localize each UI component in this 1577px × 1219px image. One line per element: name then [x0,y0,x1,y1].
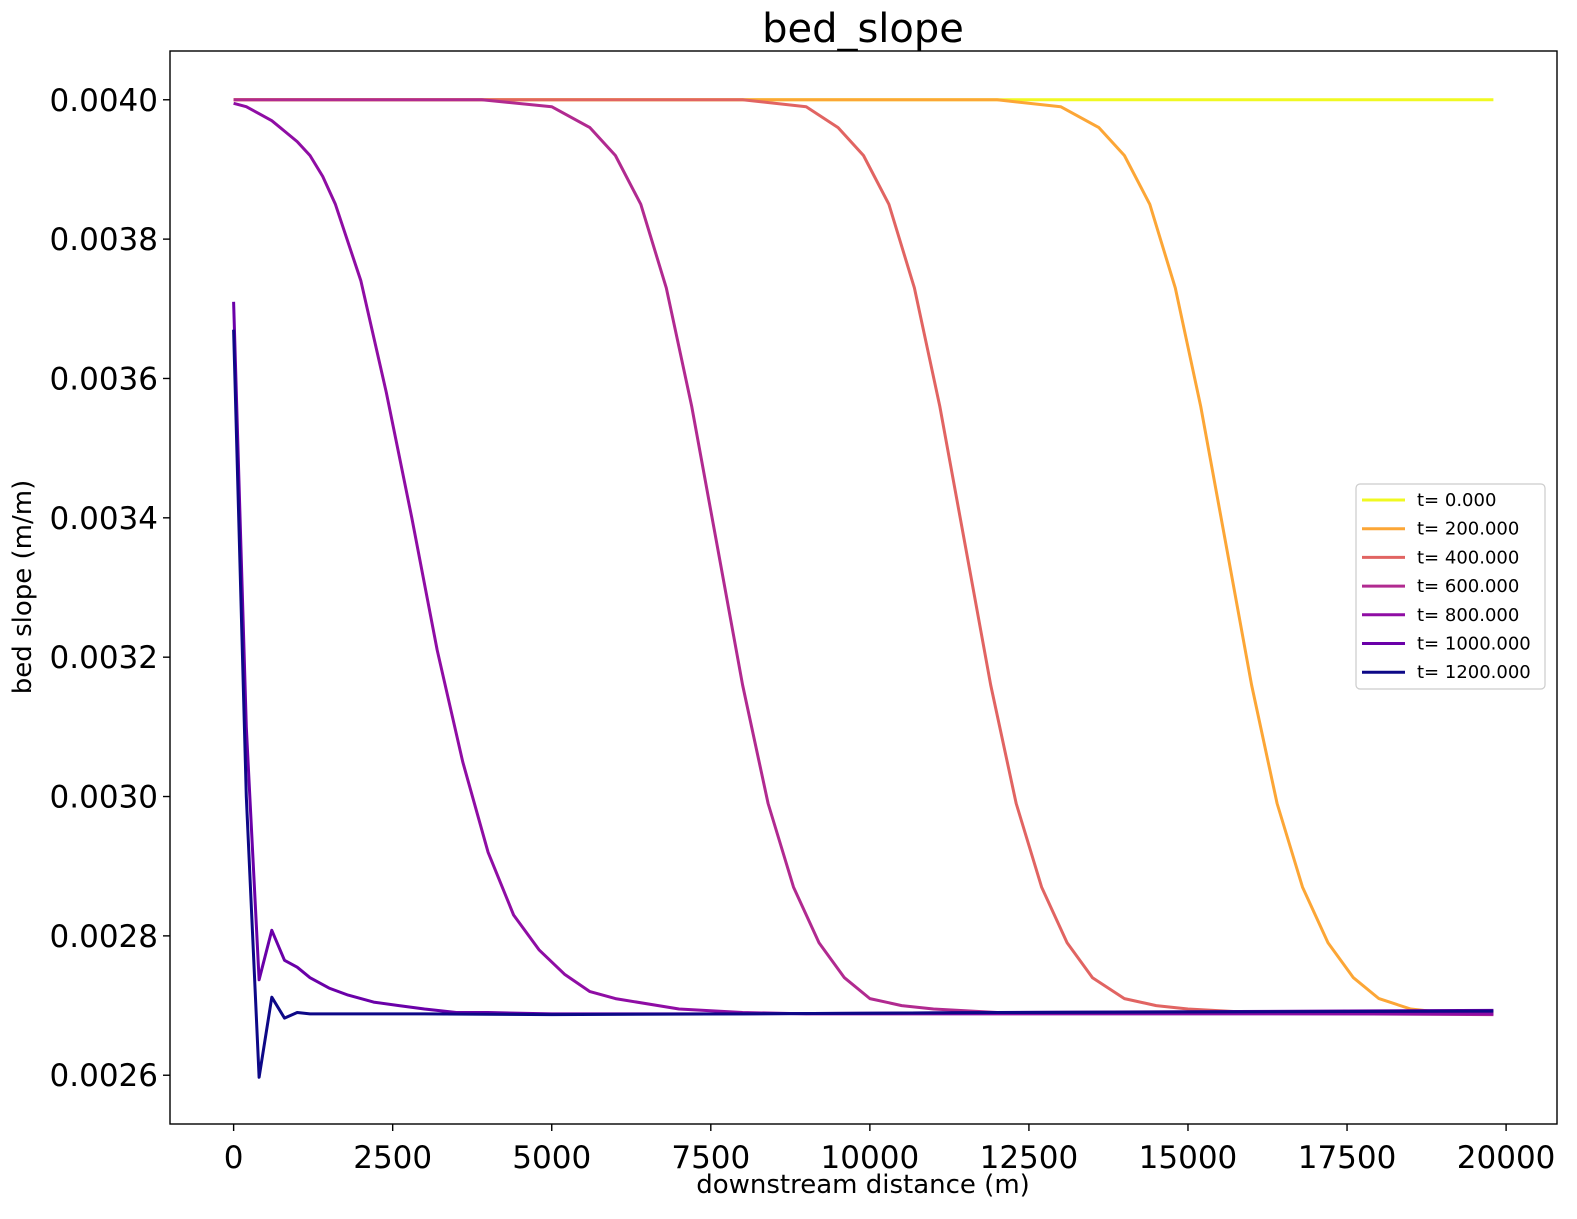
legend-items: t= 0.000 t= 200.000 t= 400.000 t= 600.000 t=… [1362,490,1531,683]
y-tick-label: 0.0028 [50,919,158,955]
series-line-1 [233,98,1494,1014]
chart-title: bed_slope [762,6,964,52]
y-tick-label: 0.0040 [50,83,158,119]
series-line-4 [233,101,1494,1016]
legend-label: t= 200.000 [1417,519,1519,540]
legend-label: t= 400.000 [1417,547,1519,568]
y-tick-label: 0.0036 [50,361,158,397]
y-tick-label: 0.0032 [50,640,158,676]
y-axis: 0.0026 0.0028 0.0030 0.0032 0.0034 0.0036 0.00… [50,83,170,1094]
x-tick-label: 17500 [1298,1140,1397,1176]
x-tick-label: 12500 [980,1140,1079,1176]
legend-label: t= 1000.000 [1417,634,1531,655]
series-line-6 [232,329,1494,1079]
legend-box [1355,483,1546,690]
y-tick-label: 0.0038 [50,222,158,258]
x-tick-label: 2500 [353,1140,432,1176]
series-line-2 [233,98,1494,1016]
x-tick-label: 0 [224,1140,244,1176]
legend-label: t= 0.000 [1417,490,1496,511]
x-tick-label: 20000 [1457,1140,1556,1176]
legend: t= 0.000 t= 200.000 t= 400.000 t= 600.000 t=… [1355,483,1546,690]
y-tick-label: 0.0034 [50,501,158,537]
x-tick-label: 5000 [512,1140,591,1176]
x-tick-label: 10000 [821,1140,920,1176]
x-tick-label: 15000 [1139,1140,1238,1176]
series-line-3 [233,98,1494,1017]
x-axis: 0 2500 5000 7500 10000 12500 15000 17500 20000 [224,1124,1556,1176]
series-line-5 [232,301,1494,1016]
x-axis-label: downstream distance (m) [696,1170,1030,1200]
series-layer [232,98,1494,1079]
y-tick-label: 0.0026 [50,1058,158,1094]
y-axis-label: bed slope (m/m) [8,480,38,694]
legend-label: t= 1200.000 [1417,662,1531,683]
x-tick-label: 7500 [671,1140,750,1176]
legend-label: t= 600.000 [1417,576,1519,597]
legend-label: t= 800.000 [1417,605,1519,626]
plot-frame [169,50,1558,1125]
y-tick-label: 0.0030 [50,780,158,816]
